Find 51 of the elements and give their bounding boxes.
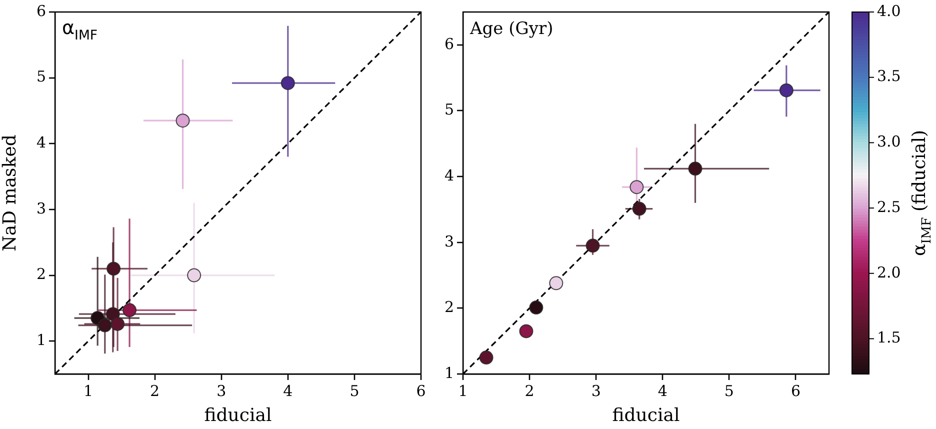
y-tick-label: 4 bbox=[36, 134, 46, 152]
y-tick-label: 3 bbox=[36, 199, 46, 218]
y-tick-label: 5 bbox=[36, 68, 46, 86]
point bbox=[110, 316, 125, 331]
point bbox=[106, 262, 121, 276]
x-tick-label: 5 bbox=[724, 382, 734, 400]
point bbox=[187, 268, 202, 282]
point bbox=[529, 300, 544, 315]
x-tick-label: 3 bbox=[216, 382, 226, 400]
color-bar-label: 3.0 bbox=[877, 132, 901, 151]
y-tick-label: 1 bbox=[444, 364, 454, 382]
point bbox=[176, 114, 190, 128]
x-tick-label: 4 bbox=[658, 382, 668, 400]
color-bar-label: 3.5 bbox=[877, 67, 901, 86]
point bbox=[632, 202, 646, 216]
point bbox=[519, 324, 534, 338]
y-tick-label: 6 bbox=[444, 34, 454, 53]
color-bar-label: 2.5 bbox=[877, 198, 901, 216]
y-tick-label: 6 bbox=[36, 2, 46, 20]
point bbox=[586, 238, 600, 253]
point bbox=[479, 350, 494, 365]
point bbox=[630, 180, 644, 194]
color-bar-title: αIMF (fiducial) bbox=[909, 130, 934, 256]
point bbox=[779, 83, 794, 98]
color-bar-label: 1.5 bbox=[877, 328, 901, 347]
point bbox=[549, 276, 564, 290]
y-tick-label: 5 bbox=[444, 100, 454, 119]
x-tick-label: 4 bbox=[283, 382, 293, 400]
point bbox=[122, 303, 137, 318]
annotation: Age (Gyr) bbox=[469, 19, 554, 39]
color-bar-label: 4.0 bbox=[877, 2, 901, 20]
y-tick-label: 1 bbox=[36, 330, 46, 349]
point bbox=[688, 162, 702, 176]
x-tick-label: 5 bbox=[350, 382, 360, 400]
x-tick-label: 6 bbox=[790, 382, 800, 400]
x-tick-label: 3 bbox=[591, 382, 601, 400]
x-tick-label: 2 bbox=[524, 382, 534, 400]
y-tick-label: 2 bbox=[444, 298, 454, 316]
x-axis-title: fiducial bbox=[204, 404, 272, 426]
x-tick-label: 2 bbox=[150, 382, 160, 400]
point bbox=[98, 318, 112, 332]
x-axis-title: fiducial bbox=[612, 404, 680, 426]
x-tick-label: 6 bbox=[416, 382, 426, 400]
y-axis-title: NaD masked bbox=[0, 134, 20, 252]
y-tick-label: 3 bbox=[444, 232, 454, 250]
x-tick-label: 1 bbox=[84, 382, 94, 400]
x-tick-label: 1 bbox=[458, 382, 468, 400]
point bbox=[280, 76, 295, 90]
color-bar-label: 2.0 bbox=[877, 263, 901, 282]
y-tick-label: 4 bbox=[444, 166, 454, 184]
y-tick-label: 2 bbox=[36, 265, 46, 284]
